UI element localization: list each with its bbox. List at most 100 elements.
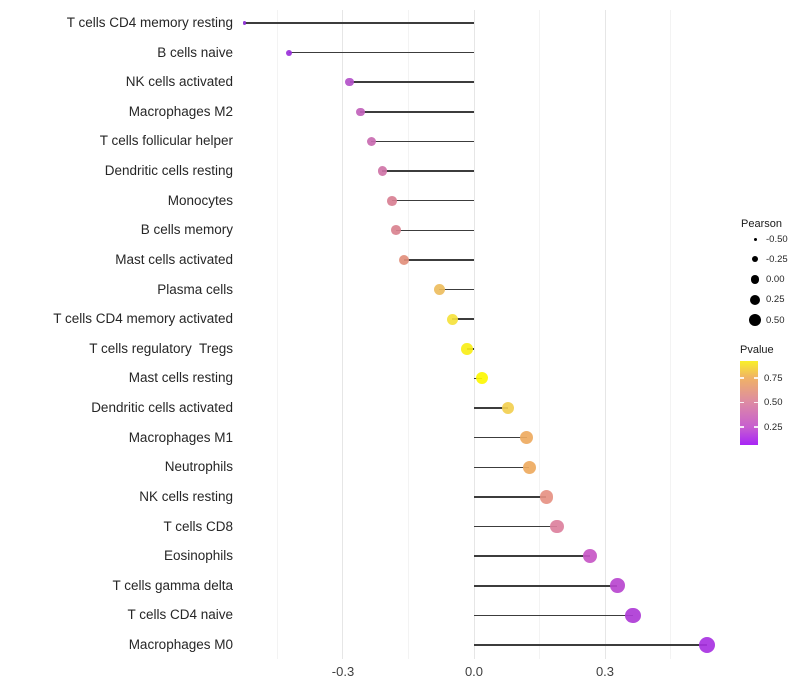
category-label: T cells CD4 memory resting <box>66 15 233 30</box>
category-label: T cells regulatory Tregs <box>89 340 233 356</box>
data-point-dot <box>387 195 397 206</box>
lollipop-stem <box>474 407 509 409</box>
minor-gridline <box>670 10 671 659</box>
data-point-dot <box>377 166 387 176</box>
category-label: NK cells resting <box>139 488 233 504</box>
data-point-dot <box>399 254 410 265</box>
category-label: T cells CD8 <box>163 518 233 534</box>
lollipop-stem <box>474 496 547 498</box>
lollipop-stem <box>439 288 474 291</box>
colorbar-tick-label: 0.25 <box>764 421 783 433</box>
legend-pvalue-color: Pvalue 0.75 0.50 0.25 <box>740 344 800 452</box>
x-tick-label: -0.3 <box>331 664 355 679</box>
lollipop-stem <box>288 51 474 54</box>
category-label: NK cells activated <box>125 74 233 90</box>
category-label: Monocytes <box>167 192 233 208</box>
category-label: Macrophages M2 <box>128 103 233 119</box>
data-point-dot <box>698 636 715 654</box>
data-point-dot <box>433 284 445 296</box>
category-label: Dendritic cells activated <box>91 400 233 416</box>
data-point-dot <box>366 136 376 146</box>
legend-size-dot <box>750 275 760 284</box>
data-point-dot <box>625 607 641 623</box>
legend-size-dot <box>749 294 761 306</box>
category-label: B cells memory <box>140 222 233 238</box>
category-label: T cells follicular helper <box>99 133 233 149</box>
legend-size-dot <box>753 237 757 241</box>
minor-gridline <box>276 10 278 659</box>
data-point-dot <box>522 460 536 474</box>
legend-pvalue-title: Pvalue <box>740 344 774 356</box>
category-label: Eosinophils <box>163 548 233 564</box>
data-point-dot <box>582 548 597 564</box>
lollipop-stem <box>474 614 633 617</box>
data-point-dot <box>520 431 534 445</box>
colorbar-notch <box>740 426 744 428</box>
category-label: Dendritic cells resting <box>104 163 233 179</box>
colorbar-tick-label: 0.75 <box>764 372 783 384</box>
data-point-dot <box>356 107 365 117</box>
legend-size-dot <box>748 313 762 327</box>
category-label: T cells CD4 naive <box>127 607 233 623</box>
data-point-dot <box>550 519 564 534</box>
data-point-dot <box>475 372 488 385</box>
category-label: T cells CD4 memory activated <box>53 311 233 327</box>
lollipop-stem <box>391 199 474 202</box>
category-label: Macrophages M0 <box>128 637 233 653</box>
x-tick-label: 0.0 <box>464 664 484 679</box>
data-point-dot <box>285 49 292 56</box>
lollipop-stem <box>474 466 530 469</box>
pvalue-colorbar <box>740 361 758 445</box>
category-label: B cells naive <box>157 44 233 60</box>
category-label: T cells gamma delta <box>112 577 233 593</box>
major-gridline <box>604 10 606 659</box>
colorbar-notch <box>754 377 758 379</box>
data-point-dot <box>243 21 247 25</box>
lollipop-stem <box>371 140 474 143</box>
lollipop-stem <box>382 170 474 172</box>
colorbar-notch <box>754 401 758 404</box>
lollipop-stem <box>360 111 474 113</box>
legend-size-dot <box>752 256 758 263</box>
colorbar-notch <box>754 426 758 428</box>
lollipop-stem <box>474 555 590 557</box>
minor-gridline <box>539 10 540 659</box>
legend-size-label: -0.50 <box>766 233 788 245</box>
major-gridline <box>342 10 344 659</box>
major-gridline <box>473 10 475 659</box>
legend-pearson-size: Pearson -0.50 -0.25 0.00 0.25 0.50 <box>741 218 800 330</box>
data-point-dot <box>345 78 354 87</box>
x-tick-label: 0.3 <box>595 664 615 679</box>
lollipop-stem <box>404 259 474 261</box>
legend-pearson-title: Pearson <box>741 218 782 230</box>
lollipop-stem <box>474 644 707 646</box>
lollipop-stem <box>244 22 474 24</box>
data-point-dot <box>609 578 625 594</box>
legend-size-label: 0.50 <box>766 314 785 326</box>
lollipop-stem <box>474 525 557 528</box>
colorbar-tick-label: 0.50 <box>764 397 783 408</box>
colorbar-notch <box>740 377 744 379</box>
lollipop-stem <box>474 436 527 439</box>
data-point-dot <box>461 342 473 355</box>
category-label: Mast cells activated <box>115 251 233 267</box>
data-point-dot <box>539 490 554 504</box>
lollipop-stem <box>474 585 618 587</box>
category-label: Plasma cells <box>157 281 233 297</box>
minor-gridline <box>407 10 409 659</box>
legend-size-label: 0.25 <box>766 294 785 306</box>
lollipop-stem <box>349 81 474 83</box>
lollipop-stem <box>452 318 474 320</box>
category-label: Mast cells resting <box>128 370 233 386</box>
category-label: Neutrophils <box>164 459 233 475</box>
legend-size-label: -0.25 <box>766 253 788 265</box>
data-point-dot <box>501 401 515 415</box>
data-point-dot <box>446 313 458 325</box>
category-label: Macrophages M1 <box>128 429 233 445</box>
colorbar-notch <box>740 401 744 404</box>
legend-size-label: 0.00 <box>766 274 785 286</box>
lollipop-stem <box>396 229 474 232</box>
data-point-dot <box>391 225 402 236</box>
